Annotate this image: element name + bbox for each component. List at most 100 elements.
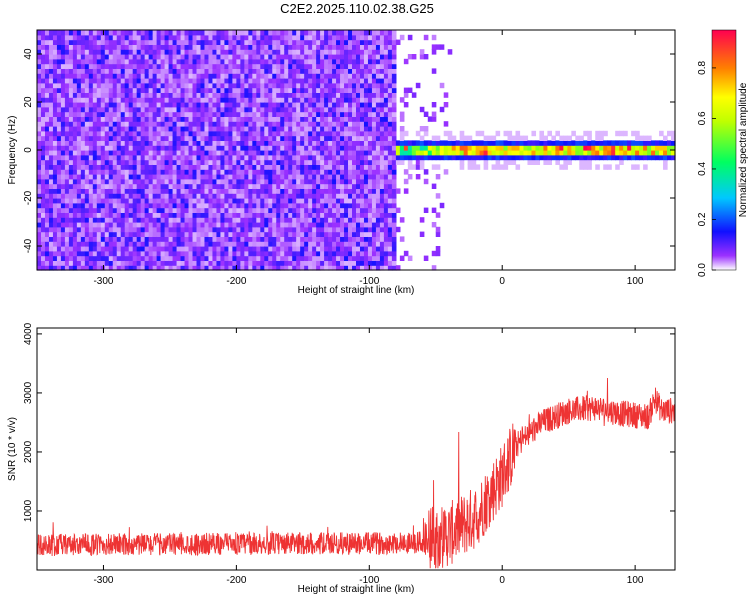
heatmap-cell [196, 126, 202, 132]
heatmap-cell [56, 63, 62, 69]
heatmap-cell [160, 126, 166, 132]
heatmap-cell [192, 116, 198, 122]
heatmap-cell [124, 39, 130, 45]
heatmap-cell [363, 265, 369, 271]
heatmap-cell [188, 260, 194, 266]
heatmap-cell [200, 202, 206, 209]
heatmap-cell [515, 130, 521, 137]
heatmap-cell [415, 140, 421, 146]
heatmap-cell [88, 226, 94, 233]
heatmap-cell [148, 217, 154, 223]
heatmap-cell [415, 82, 421, 89]
heatmap-cell [348, 102, 353, 108]
heatmap-cell [332, 130, 337, 137]
heatmap-cell [132, 58, 138, 65]
heatmap-cell [176, 63, 182, 69]
heatmap-cell [356, 207, 361, 213]
heatmap-cell [44, 54, 50, 60]
heatmap-cell [44, 159, 50, 165]
heatmap-cell [168, 97, 174, 103]
heatmap-cell [72, 174, 78, 180]
heatmap-cell [387, 73, 393, 79]
heatmap-cell [248, 202, 253, 209]
heatmap-cell [228, 222, 233, 228]
heatmap-cell [56, 116, 62, 122]
heatmap-cell [284, 82, 289, 89]
heatmap-cell [68, 130, 74, 137]
heatmap-cell [172, 78, 178, 84]
heatmap-cell [200, 34, 206, 41]
heatmap-cell [40, 222, 46, 228]
heatmap-cell [375, 135, 381, 141]
heatmap-cell [184, 260, 190, 266]
heatmap-cell [387, 130, 393, 137]
heatmap-cell [344, 30, 349, 36]
heatmap-cell [304, 212, 309, 218]
heatmap-cell [37, 212, 42, 218]
heatmap-cell [84, 39, 90, 45]
heatmap-cell [232, 241, 237, 247]
heatmap-cell [44, 126, 50, 132]
heatmap-cell [132, 63, 138, 69]
heatmap-cell [176, 150, 182, 156]
heatmap-cell [160, 73, 166, 79]
heatmap-cell [272, 54, 277, 60]
heatmap-cell [60, 193, 66, 199]
heatmap-cell [236, 202, 241, 209]
heatmap-cell [44, 241, 50, 247]
heatmap-cell [292, 111, 297, 117]
heatmap-cell [140, 116, 146, 122]
heatmap-cell [359, 121, 365, 127]
heatmap-cell [40, 154, 46, 161]
heatmap-cell [348, 116, 353, 122]
heatmap-cell [168, 198, 174, 204]
heatmap-cell [136, 188, 142, 194]
heatmap-cell [352, 126, 357, 132]
heatmap-cell [571, 130, 576, 137]
heatmap-cell [391, 159, 397, 165]
heatmap-cell [144, 250, 150, 257]
heatmap-cell [248, 87, 253, 93]
heatmap-cell [84, 49, 90, 55]
heatmap-cell [80, 111, 86, 117]
heatmap-cell [188, 174, 194, 180]
heatmap-cell [64, 169, 70, 175]
heatmap-cell [647, 150, 652, 156]
heatmap-cell [260, 183, 265, 189]
heatmap-cell [316, 255, 321, 261]
heatmap-cell [244, 250, 249, 257]
heatmap-cell [268, 116, 273, 122]
heatmap-cell [60, 68, 66, 74]
heatmap-cell [112, 198, 118, 204]
heatmap-cell [479, 140, 485, 146]
heatmap-cell [228, 82, 233, 89]
heatmap-cell [367, 250, 373, 257]
heatmap-cell [37, 130, 42, 137]
heatmap-cell [328, 54, 333, 60]
heatmap-cell [88, 116, 94, 122]
heatmap-cell [296, 198, 301, 204]
heatmap-cell [212, 150, 218, 156]
heatmap-cell [352, 222, 357, 228]
heatmap-cell [152, 174, 158, 180]
heatmap-cell [356, 44, 361, 50]
heatmap-cell [359, 250, 365, 257]
heatmap-cell [344, 154, 349, 161]
heatmap-cell [152, 121, 158, 127]
heatmap-cell [48, 116, 54, 122]
heatmap-cell [60, 188, 66, 194]
heatmap-cell [344, 49, 349, 55]
heatmap-cell [168, 130, 174, 137]
heatmap-cell [367, 150, 373, 156]
heatmap-cell [356, 82, 361, 89]
heatmap-cell [352, 226, 357, 233]
heatmap-cell [284, 169, 289, 175]
heatmap-cell [332, 44, 337, 50]
heatmap-cell [224, 140, 229, 146]
heatmap-cell [423, 145, 429, 151]
heatmap-cell [92, 111, 98, 117]
heatmap-cell [184, 164, 190, 170]
heatmap-cell [304, 241, 309, 247]
heatmap-cell [240, 198, 245, 204]
heatmap-cell [268, 207, 273, 213]
